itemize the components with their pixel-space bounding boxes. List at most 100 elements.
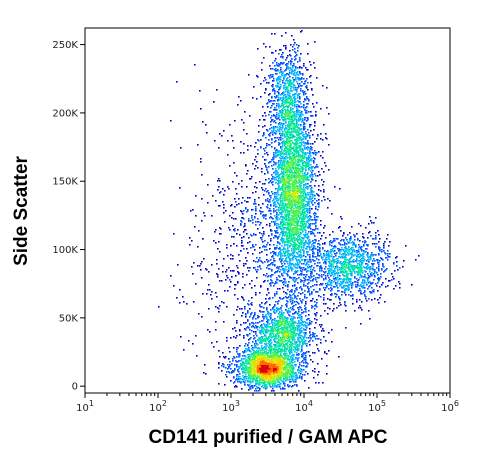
event-dot <box>183 349 185 351</box>
event-dot <box>316 312 318 314</box>
event-dot <box>270 252 272 254</box>
event-dot <box>288 153 290 155</box>
event-dot <box>240 223 242 225</box>
event-dot <box>248 380 250 382</box>
event-dot <box>238 183 240 185</box>
event-dot <box>308 225 310 227</box>
event-dot <box>305 357 307 359</box>
event-dot <box>266 332 268 334</box>
event-dot <box>286 244 288 246</box>
event-dot <box>250 337 252 339</box>
event-dot <box>294 51 296 53</box>
event-dot <box>309 137 311 139</box>
event-dot <box>262 203 264 205</box>
event-dot <box>279 226 281 228</box>
event-dot <box>314 173 316 175</box>
event-dot <box>332 274 334 276</box>
event-dot <box>339 298 341 300</box>
event-dot <box>293 79 295 81</box>
event-dot <box>309 322 311 324</box>
event-dot <box>265 147 267 149</box>
event-dot <box>291 250 293 252</box>
event-dot <box>311 187 313 189</box>
event-dot <box>321 168 323 170</box>
event-dot <box>226 371 228 373</box>
event-dot <box>308 270 310 272</box>
event-dot <box>273 130 275 132</box>
event-dot <box>384 241 386 243</box>
event-dot <box>275 248 277 250</box>
event-dot <box>276 73 278 75</box>
event-dot <box>359 240 361 242</box>
event-dot <box>292 302 294 304</box>
event-dot <box>299 59 301 61</box>
event-dot <box>309 242 311 244</box>
event-dot <box>225 367 227 369</box>
event-dot <box>285 296 287 298</box>
event-dot <box>296 137 298 139</box>
event-dot <box>281 160 283 162</box>
event-dot <box>273 244 275 246</box>
event-dot <box>271 139 273 141</box>
event-dot <box>237 381 239 383</box>
event-dot <box>313 162 315 164</box>
event-dot <box>327 313 329 315</box>
event-dot <box>192 273 194 275</box>
event-dot <box>351 252 353 254</box>
event-dot <box>348 263 350 265</box>
event-dot <box>271 217 273 219</box>
event-dot <box>285 380 287 382</box>
event-dot <box>301 111 303 113</box>
event-dot <box>362 260 364 262</box>
event-dot <box>275 109 277 111</box>
event-dot <box>309 294 311 296</box>
event-dot <box>301 133 303 135</box>
event-dot <box>374 275 376 277</box>
event-dot <box>269 111 271 113</box>
event-dot <box>278 86 280 88</box>
event-dot <box>300 124 302 126</box>
event-dot <box>310 149 312 151</box>
event-dot <box>356 259 358 261</box>
event-dot <box>284 158 286 160</box>
event-dot <box>289 245 291 247</box>
event-dot <box>321 257 323 259</box>
event-dot <box>350 261 352 263</box>
event-dot <box>312 143 314 145</box>
event-dot <box>304 148 306 150</box>
event-dot <box>279 143 281 145</box>
event-dot <box>310 191 312 193</box>
event-dot <box>299 98 301 100</box>
event-dot <box>281 54 283 56</box>
event-dot <box>243 352 245 354</box>
event-dot <box>284 263 286 265</box>
event-dot <box>268 326 270 328</box>
event-dot <box>339 302 341 304</box>
event-dot <box>262 106 264 108</box>
event-dot <box>277 242 279 244</box>
event-dot <box>344 256 346 258</box>
event-dot <box>270 161 272 163</box>
event-dot <box>300 268 302 270</box>
event-dot <box>365 251 367 253</box>
event-dot <box>309 246 311 248</box>
event-dot <box>269 283 271 285</box>
event-dot <box>301 128 303 130</box>
event-dot <box>275 137 277 139</box>
event-dot <box>296 374 298 376</box>
event-dot <box>372 255 374 257</box>
event-dot <box>262 183 264 185</box>
event-dot <box>274 221 276 223</box>
event-dot <box>283 281 285 283</box>
event-dot <box>278 176 280 178</box>
event-dot <box>262 246 264 248</box>
event-dot <box>279 187 281 189</box>
event-dot <box>243 377 245 379</box>
event-dot <box>243 369 245 371</box>
event-dot <box>287 91 289 93</box>
event-dot <box>248 378 250 380</box>
event-dot <box>195 195 197 197</box>
event-dot <box>302 339 304 341</box>
event-dot <box>306 120 308 122</box>
event-dot <box>292 49 294 51</box>
